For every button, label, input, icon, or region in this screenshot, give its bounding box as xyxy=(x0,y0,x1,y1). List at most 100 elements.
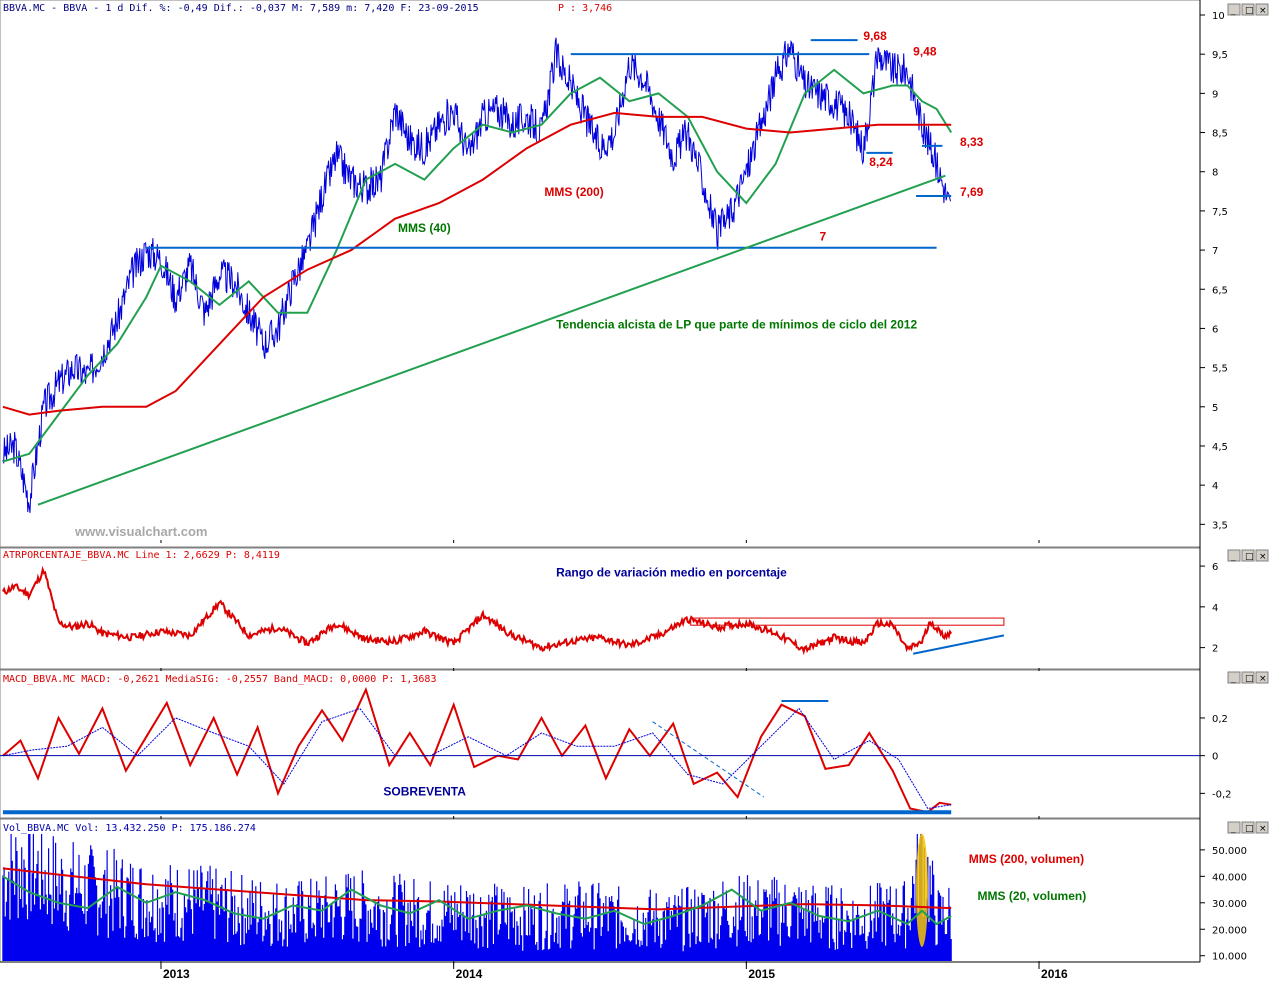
x-tick-label: 2013 xyxy=(163,967,190,981)
x-tick-label: 2016 xyxy=(1041,967,1068,981)
trend-line xyxy=(912,634,1005,655)
annotation-label: MMS (200, volumen) xyxy=(969,852,1084,866)
macd-panel xyxy=(0,669,1201,819)
y-tick-label: 20.000 xyxy=(1212,925,1247,936)
close-button-glyph: × xyxy=(1259,552,1267,562)
annotation-label: 8,33 xyxy=(960,135,984,149)
y-tick-label: 8,5 xyxy=(1212,129,1228,140)
maximize-button-glyph: □ xyxy=(1245,824,1254,834)
series-line-0 xyxy=(2,37,951,513)
y-tick-label: 2 xyxy=(1212,644,1218,655)
minimize-button-glyph: _ xyxy=(1230,6,1236,16)
volume-bars xyxy=(2,834,952,961)
series-line-2 xyxy=(2,875,952,926)
volume-plot: MMS (200, volumen) MMS (20, volumen) xyxy=(2,833,1087,961)
maximize-button-glyph: □ xyxy=(1245,552,1254,562)
atr-panel-title: ATRPORCENTAJE_BBVA.MC Line 1: 2,6629 P: … xyxy=(3,550,280,561)
y-tick-label: 40.000 xyxy=(1212,872,1247,883)
series-line-0 xyxy=(2,565,953,656)
atr-plot: Rango de variación medio en porcentaje xyxy=(2,565,1005,656)
series-line-1 xyxy=(2,707,952,810)
macd-plot: SOBREVENTA xyxy=(0,686,1200,815)
x-tick-label: 2015 xyxy=(748,967,775,981)
volume-panel-title: Vol_BBVA.MC Vol: 13.432.250 P: 175.186.2… xyxy=(3,823,256,834)
close-button[interactable]: × xyxy=(1255,3,1269,16)
minimize-button-frame xyxy=(1227,671,1241,684)
annotation-label: MMS (40) xyxy=(398,221,451,235)
maximize-button[interactable]: □ xyxy=(1241,671,1255,684)
minimize-button[interactable]: _ xyxy=(1227,671,1241,684)
y-tick-label: 9 xyxy=(1212,89,1218,100)
y-tick-label: 6 xyxy=(1212,324,1218,335)
maximize-button-frame xyxy=(1241,549,1255,562)
close-button-frame xyxy=(1255,821,1269,834)
y-tick-label: 5,5 xyxy=(1212,364,1228,375)
minimize-button-frame xyxy=(1227,3,1241,16)
close-button[interactable]: × xyxy=(1255,821,1269,834)
y-tick-label: 0 xyxy=(1212,752,1218,763)
maximize-button-frame xyxy=(1241,671,1255,684)
annotation-label: MMS (20, volumen) xyxy=(978,889,1087,903)
price-panel-title-extra: P : 3,746 xyxy=(558,3,612,14)
y-tick-label: 9,5 xyxy=(1212,50,1228,61)
close-button[interactable]: × xyxy=(1255,549,1269,562)
close-button-frame xyxy=(1255,671,1269,684)
annotation-label: 9,48 xyxy=(913,45,937,59)
close-button[interactable]: × xyxy=(1255,671,1269,684)
series-line-1 xyxy=(2,68,953,463)
y-tick-label: -0,2 xyxy=(1212,789,1232,800)
y-tick-label: 3,5 xyxy=(1212,520,1228,531)
series-line-2 xyxy=(2,111,952,416)
maximize-button[interactable]: □ xyxy=(1241,821,1255,834)
minimize-button-glyph: _ xyxy=(1230,824,1236,834)
maximize-button-frame xyxy=(1241,821,1255,834)
window-buttons: _ □ × _ □ × _ □ × _ □ × xyxy=(1227,3,1269,834)
y-tick-label: 4,5 xyxy=(1212,442,1228,453)
price-plot: 9,68 9,48 8,33 8,24 7,69 7 MMS (200) MMS (40) Te… xyxy=(2,29,984,513)
annotation-label: Rango de variación medio en porcentaje xyxy=(556,565,787,579)
x-tick-label: 2014 xyxy=(456,967,483,981)
price-panel-title: BBVA.MC - BBVA - 1 d Dif. %: -0,49 Dif.:… xyxy=(3,3,479,14)
y-tick-label: 6 xyxy=(1212,562,1218,573)
maximize-button[interactable]: □ xyxy=(1241,3,1255,16)
y-tick-label: 50.000 xyxy=(1212,846,1247,857)
trend-line xyxy=(37,174,946,506)
annotation-label: 8,24 xyxy=(869,155,893,169)
minimize-button-glyph: _ xyxy=(1230,552,1236,562)
y-tick-label: 4 xyxy=(1212,603,1218,614)
minimize-button-frame xyxy=(1227,821,1241,834)
close-button-frame xyxy=(1255,3,1269,16)
dashed-trend-line xyxy=(652,721,765,798)
y-tick-label: 7,5 xyxy=(1212,207,1228,218)
close-button-frame xyxy=(1255,549,1269,562)
annotation-label: 7 xyxy=(820,230,827,244)
watermark: www.visualchart.com xyxy=(74,524,207,539)
y-tick-label: 6,5 xyxy=(1212,285,1228,296)
range-box xyxy=(690,617,1005,626)
close-button-glyph: × xyxy=(1259,674,1267,684)
annotation-label: 9,68 xyxy=(863,29,887,43)
close-button-glyph: × xyxy=(1259,824,1267,834)
annotation-label: MMS (200) xyxy=(544,185,603,199)
maximize-button-glyph: □ xyxy=(1245,674,1254,684)
maximize-button-glyph: □ xyxy=(1245,6,1254,16)
minimize-button[interactable]: _ xyxy=(1227,549,1241,562)
volume-spike-highlight xyxy=(915,833,928,947)
close-button-glyph: × xyxy=(1259,6,1267,16)
maximize-button[interactable]: □ xyxy=(1241,549,1255,562)
y-tick-label: 10.000 xyxy=(1212,952,1247,963)
minimize-button-frame xyxy=(1227,549,1241,562)
y-tick-label: 5 xyxy=(1212,403,1218,414)
minimize-button[interactable]: _ xyxy=(1227,821,1241,834)
y-tick-label: 8 xyxy=(1212,168,1218,179)
price-panel xyxy=(0,0,1201,548)
macd-panel-title: MACD_BBVA.MC MACD: -0,2621 MediaSIG: -0,… xyxy=(3,674,436,685)
minimize-button-glyph: _ xyxy=(1230,674,1236,684)
annotation-label: Tendencia alcista de LP que parte de mín… xyxy=(556,317,917,331)
minimize-button[interactable]: _ xyxy=(1227,3,1241,16)
maximize-button-frame xyxy=(1241,3,1255,16)
y-tick-label: 0,2 xyxy=(1212,714,1228,725)
annotation-label: 7,69 xyxy=(960,185,984,199)
y-tick-label: 4 xyxy=(1212,481,1218,492)
